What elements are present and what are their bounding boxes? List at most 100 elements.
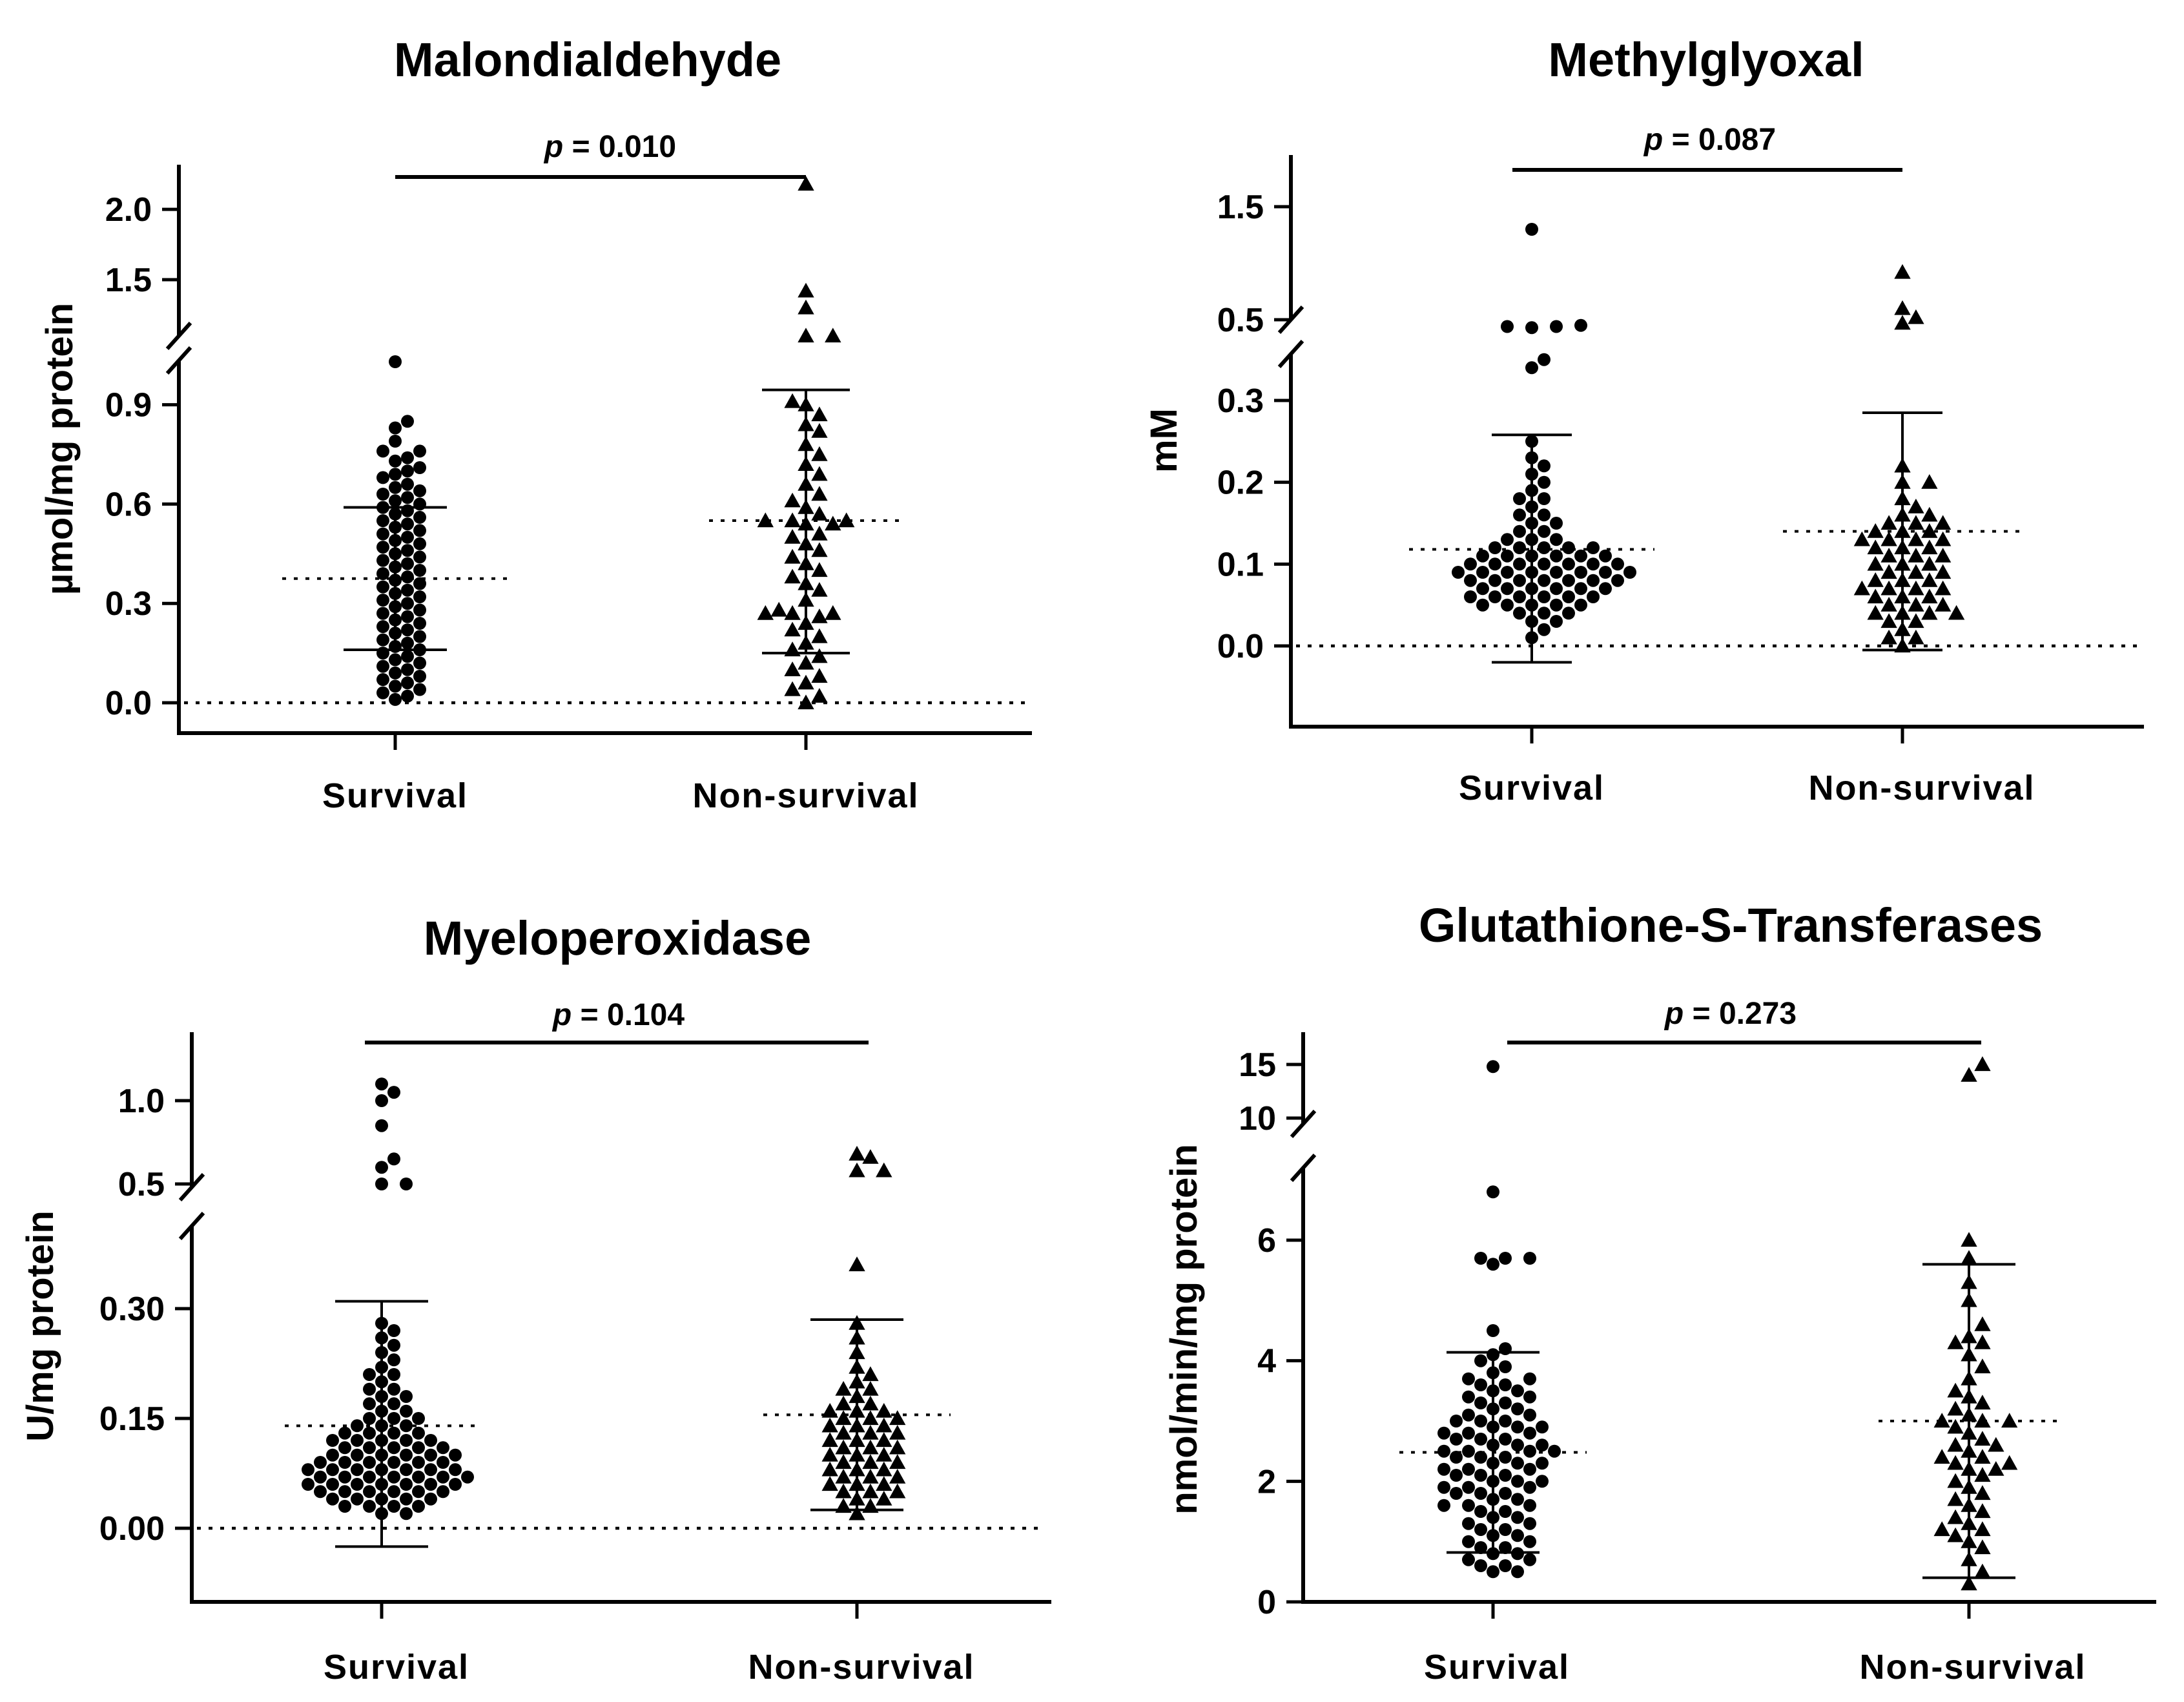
data-point bbox=[1587, 541, 1600, 554]
data-point bbox=[1574, 598, 1587, 612]
data-point bbox=[461, 1470, 474, 1484]
data-point bbox=[1550, 582, 1563, 596]
y-tick-label: 0.9 bbox=[105, 387, 152, 424]
data-point bbox=[1523, 1252, 1536, 1265]
data-point bbox=[387, 1412, 400, 1425]
data-point bbox=[449, 1448, 462, 1462]
data-point bbox=[1947, 1437, 1964, 1452]
data-point bbox=[1947, 1509, 1964, 1524]
y-tick-label: 0 bbox=[1257, 1584, 1276, 1621]
data-point bbox=[1474, 1354, 1487, 1367]
data-point bbox=[798, 654, 814, 670]
data-point bbox=[401, 415, 414, 428]
data-point bbox=[1513, 607, 1526, 620]
data-point bbox=[387, 1441, 400, 1455]
data-point bbox=[424, 1448, 437, 1462]
data-point bbox=[811, 446, 828, 461]
y-tick-label: 2 bbox=[1257, 1463, 1276, 1500]
data-point bbox=[1974, 1358, 1991, 1374]
data-point bbox=[376, 594, 389, 607]
data-point bbox=[437, 1441, 449, 1455]
data-point bbox=[835, 1381, 852, 1396]
data-point bbox=[1974, 1449, 1991, 1464]
data-point bbox=[1599, 549, 1612, 563]
data-point bbox=[798, 694, 814, 710]
axis-break-mark bbox=[1290, 1109, 1317, 1139]
data-point bbox=[412, 1470, 425, 1484]
data-point bbox=[1550, 533, 1563, 546]
data-point bbox=[389, 355, 402, 368]
data-point bbox=[412, 1485, 425, 1499]
data-point bbox=[1511, 1438, 1524, 1452]
data-point bbox=[413, 577, 426, 590]
data-point bbox=[1437, 1480, 1450, 1494]
data-point bbox=[862, 1439, 879, 1455]
data-point bbox=[1921, 572, 1938, 587]
data-point bbox=[375, 1077, 388, 1091]
data-point bbox=[401, 610, 414, 623]
data-point bbox=[1474, 1396, 1487, 1409]
data-point bbox=[412, 1456, 425, 1469]
data-point bbox=[1462, 1480, 1475, 1494]
chart-title: Myeloperoxidase bbox=[424, 911, 811, 965]
data-point bbox=[400, 1478, 413, 1491]
y-tick-label: 0.30 bbox=[99, 1291, 165, 1328]
data-point bbox=[1935, 580, 1952, 596]
data-point bbox=[413, 683, 426, 696]
data-point bbox=[363, 1397, 376, 1411]
data-point bbox=[314, 1485, 327, 1499]
data-point bbox=[1487, 1185, 1499, 1199]
data-point bbox=[401, 650, 414, 663]
data-point bbox=[1867, 588, 1884, 604]
data-point bbox=[401, 597, 414, 610]
data-point bbox=[876, 1162, 892, 1178]
data-point bbox=[424, 1478, 437, 1491]
data-point bbox=[437, 1470, 449, 1484]
y-axis-label: µmol/mg protein bbox=[39, 303, 81, 595]
data-point bbox=[400, 1178, 413, 1190]
data-point bbox=[1880, 613, 1897, 628]
y-tick-label: 0.1 bbox=[1217, 546, 1264, 583]
category-label-survival: Survival bbox=[1459, 769, 1605, 807]
data-point bbox=[1908, 515, 1924, 530]
data-point bbox=[338, 1485, 351, 1499]
data-point bbox=[1908, 580, 1924, 596]
chart-title: Glutathione-S-Transferases bbox=[1419, 898, 2043, 952]
data-point bbox=[1437, 1462, 1450, 1476]
data-point bbox=[1474, 1469, 1487, 1482]
data-point bbox=[1525, 321, 1538, 335]
data-point bbox=[387, 1500, 400, 1513]
data-point bbox=[1536, 1457, 1549, 1470]
data-point bbox=[811, 628, 828, 643]
data-point bbox=[1487, 1258, 1499, 1271]
data-point bbox=[1489, 574, 1501, 587]
data-point bbox=[387, 1470, 400, 1484]
data-point bbox=[798, 327, 814, 343]
data-point bbox=[1499, 1523, 1512, 1536]
data-point bbox=[1947, 1455, 1964, 1470]
panel-myeloperoxidase: Myeloperoxidase U/mg protein p = 0.104 S… bbox=[19, 911, 1051, 1686]
data-point bbox=[1462, 1426, 1475, 1440]
data-point bbox=[849, 1162, 865, 1178]
data-point bbox=[1880, 515, 1897, 530]
panel-glutathione-s-transferases: Glutathione-S-Transferases nmol/min/mg p… bbox=[1163, 898, 2156, 1686]
data-point bbox=[1574, 318, 1587, 332]
data-point bbox=[1523, 1535, 1536, 1548]
data-point bbox=[401, 464, 414, 478]
data-point bbox=[437, 1456, 449, 1469]
data-point bbox=[1501, 320, 1514, 333]
data-point bbox=[862, 1469, 879, 1484]
data-point bbox=[757, 605, 774, 620]
data-point bbox=[798, 674, 814, 690]
data-point bbox=[862, 1366, 879, 1382]
data-point bbox=[326, 1463, 339, 1477]
p-value-text: = 0.273 bbox=[1684, 997, 1797, 1031]
data-point bbox=[387, 1324, 400, 1337]
data-point bbox=[413, 670, 426, 683]
data-point bbox=[1853, 531, 1870, 546]
data-point bbox=[1908, 613, 1924, 628]
category-label-non-survival: Non-survival bbox=[748, 1648, 974, 1686]
data-point bbox=[1462, 1553, 1475, 1566]
data-point bbox=[1474, 1487, 1487, 1500]
data-point bbox=[835, 1454, 852, 1469]
